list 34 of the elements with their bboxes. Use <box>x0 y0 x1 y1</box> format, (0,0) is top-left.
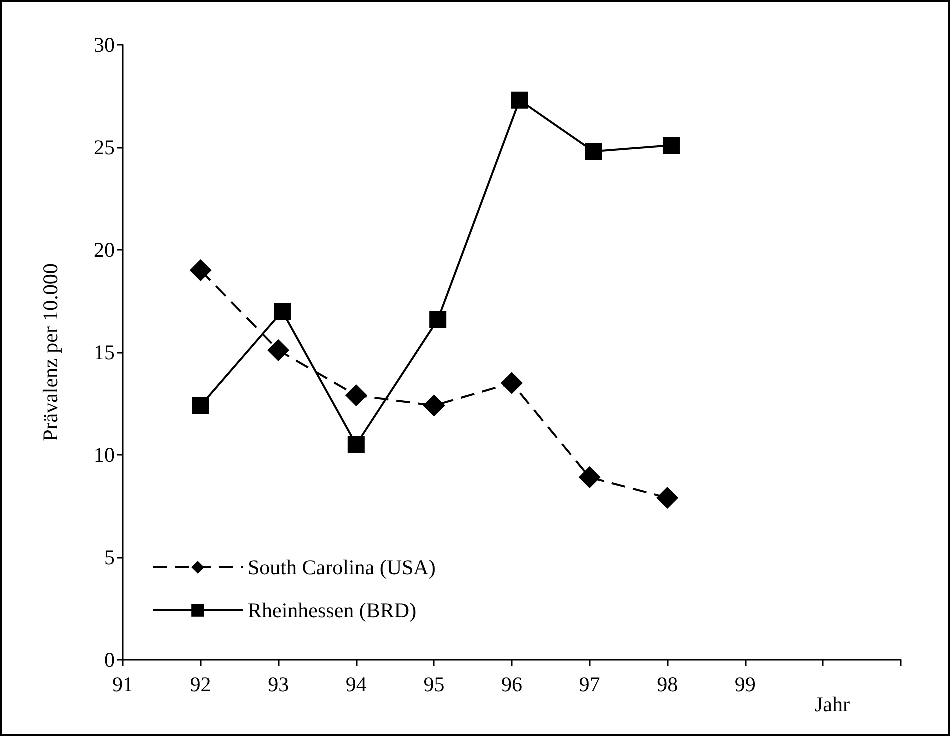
point <box>430 311 447 328</box>
y-tick-label: 0 <box>104 648 115 672</box>
x-tick-label: 93 <box>268 672 290 696</box>
point <box>578 466 601 489</box>
x-tick-label: 97 <box>579 672 600 696</box>
y-tick-label: 25 <box>94 136 115 160</box>
x-tick-label: 96 <box>502 672 522 696</box>
y-tick-label: 30 <box>94 33 115 57</box>
x-axis-title: Jahr <box>815 692 850 716</box>
y-tick-label: 5 <box>104 546 115 570</box>
point <box>268 339 290 362</box>
point <box>511 92 528 109</box>
point <box>501 372 523 394</box>
x-tick-label: 91 <box>112 672 134 696</box>
point <box>192 397 210 414</box>
point <box>656 487 679 510</box>
x-tick-label: 99 <box>734 672 756 696</box>
point <box>662 136 680 154</box>
point <box>190 260 212 282</box>
legend-label: South Carolina (USA) <box>248 556 436 580</box>
x-tick-label: 94 <box>346 672 368 696</box>
y-axis-title: Prävalenz per 10.000 <box>38 264 62 442</box>
point <box>423 394 446 417</box>
x-tick-label: 92 <box>190 672 212 696</box>
x-tick-label: 95 <box>424 672 445 696</box>
x-tick-label: 98 <box>657 672 678 696</box>
point <box>345 384 368 407</box>
y-tick-label: 15 <box>94 340 115 364</box>
y-tick-label: 20 <box>94 238 115 262</box>
point <box>274 303 291 320</box>
point <box>585 143 602 160</box>
legend-label: Rheinhessen (BRD) <box>248 598 417 622</box>
y-tick-label: 10 <box>94 443 115 467</box>
point <box>348 436 365 454</box>
